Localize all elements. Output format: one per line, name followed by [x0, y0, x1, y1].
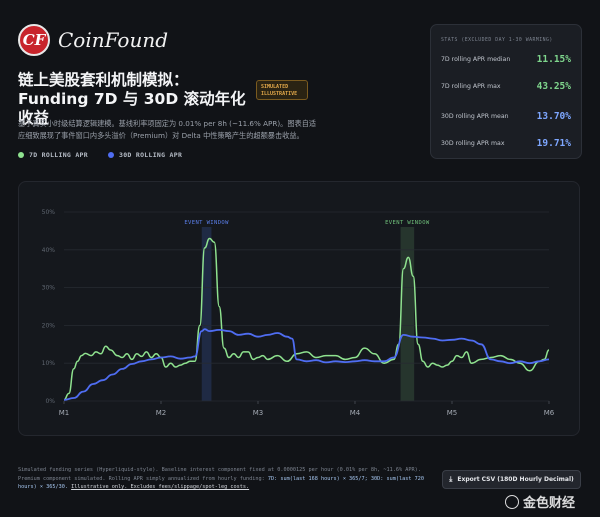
- footer-line: Simulated funding series (Hyperliquid-st…: [18, 467, 421, 482]
- stat-value: 11.15%: [536, 54, 571, 65]
- legend-label-7d: 7D ROLLING APR: [29, 151, 88, 159]
- x-tick-label: M4: [350, 409, 361, 417]
- legend-item-30d: 30D ROLLING APR: [108, 151, 182, 159]
- y-tick-label: 20%: [42, 322, 56, 329]
- export-csv-button[interactable]: ⤓ Export CSV (180D Hourly Decimal): [442, 470, 581, 489]
- download-icon: ⤓: [449, 475, 453, 483]
- brand-name: CoinFound: [58, 28, 169, 52]
- event-window-band: [201, 227, 212, 401]
- stat-row-7d-median: 7D rolling APR median 11.15%: [441, 46, 571, 73]
- y-tick-label: 50%: [42, 209, 56, 216]
- chart-legend: 7D ROLLING APR 30D ROLLING APR: [18, 151, 202, 159]
- y-tick-label: 0%: [45, 398, 55, 405]
- x-tick-label: M2: [156, 409, 167, 417]
- event-window-label: EVENT WINDOW: [385, 220, 430, 226]
- stat-label: 30D rolling APR max: [441, 140, 505, 147]
- y-tick-label: 10%: [42, 360, 56, 367]
- legend-item-7d: 7D ROLLING APR: [18, 151, 88, 159]
- event-window-band: [400, 227, 415, 401]
- footer-disclaimer: Illustrative only. Excludes fees/slippag…: [71, 484, 250, 491]
- export-csv-label: Export CSV (180D Hourly Decimal): [457, 476, 574, 483]
- stats-panel: STATS (EXCLUDED DAY 1-30 WARMING) 7D rol…: [430, 24, 582, 159]
- watermark: 金色财经: [505, 492, 575, 511]
- stat-label: 7D rolling APR median: [441, 56, 511, 63]
- stat-label: 30D rolling APR mean: [441, 113, 509, 120]
- stat-value: 13.70%: [536, 111, 571, 122]
- event-window-label: EVENT WINDOW: [184, 220, 229, 226]
- chart-card: EVENT WINDOW EVENT WINDOW 0% 10% 20% 30% 40% 50…: [18, 181, 580, 436]
- legend-dot-30d: [108, 152, 114, 158]
- stats-header: STATS (EXCLUDED DAY 1-30 WARMING): [441, 38, 553, 43]
- series-line-7d: [63, 237, 550, 401]
- page-title: 链上美股套利机制模拟：Funding 7D 与 30D 滚动年化收益: [18, 71, 246, 127]
- stat-label: 7D rolling APR max: [441, 83, 501, 90]
- footer-formula: 7D: sum(last 168 hours) × 365/7; 30D: su…: [18, 475, 425, 491]
- stat-value: 19.71%: [536, 138, 571, 149]
- series-line-30d: [63, 328, 550, 401]
- page-description: 基于真实小时级结算逻辑建模。基线利率项固定为 0.01% per 8h (~11…: [18, 119, 317, 140]
- y-tick-label: 30%: [42, 285, 56, 292]
- watermark-logo-icon: [505, 494, 519, 509]
- footer-note: Simulated funding series (Hyperliquid-st…: [18, 466, 428, 492]
- stat-value: 43.25%: [536, 81, 571, 92]
- watermark-text: 金色财经: [523, 496, 576, 511]
- brand: CF CoinFound: [18, 24, 168, 56]
- x-tick-label: M3: [253, 409, 264, 417]
- stat-row-30d-max: 30D rolling APR max 19.71%: [441, 130, 571, 157]
- stat-row-30d-mean: 30D rolling APR mean 13.70%: [441, 103, 571, 130]
- y-tick-label: 40%: [42, 247, 56, 254]
- apr-line-chart: EVENT WINDOW EVENT WINDOW 0% 10% 20% 30% 40% 50…: [42, 209, 555, 417]
- simulated-badge: SIMULATED ILLUSTRATIVE: [256, 80, 308, 100]
- coinfound-logo-icon: CF: [18, 24, 50, 56]
- legend-label-30d: 30D ROLLING APR: [119, 151, 183, 159]
- stat-row-7d-max: 7D rolling APR max 43.25%: [441, 73, 571, 100]
- x-tick-label: M1: [59, 409, 70, 417]
- x-tick-label: M6: [544, 409, 555, 417]
- legend-dot-7d: [18, 152, 24, 158]
- x-tick-label: M5: [447, 409, 458, 417]
